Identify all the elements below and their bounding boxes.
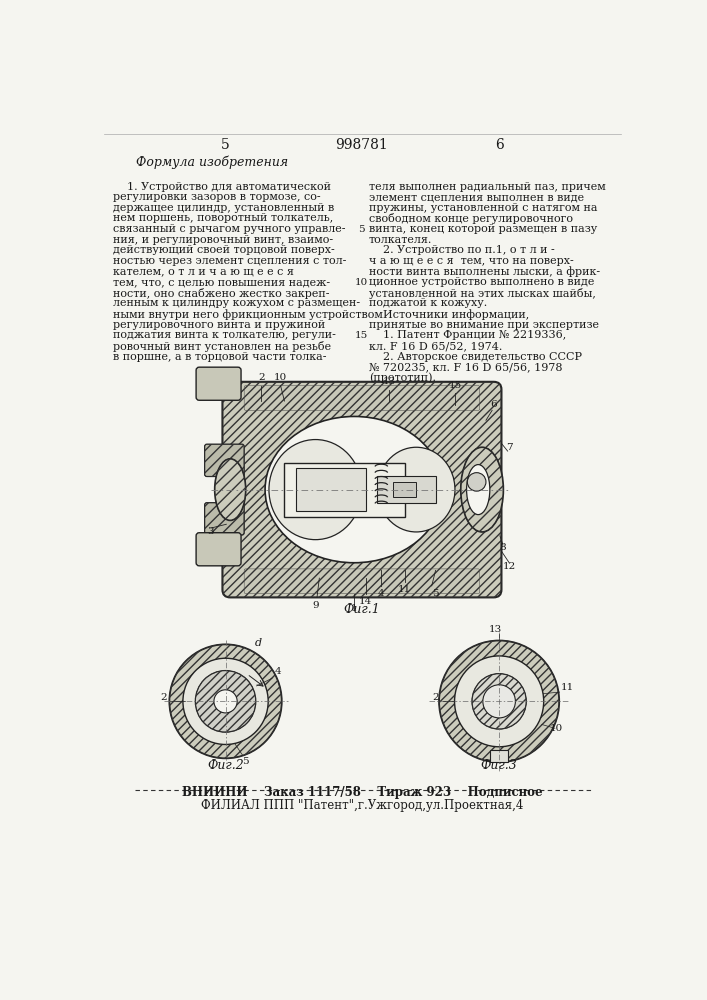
Ellipse shape — [215, 459, 246, 520]
Text: 15: 15 — [448, 381, 462, 390]
Text: 1. Патент Франции № 2219336,: 1. Патент Франции № 2219336, — [369, 330, 566, 340]
Text: Формула изобретения: Формула изобретения — [136, 156, 288, 169]
Text: 10: 10 — [354, 278, 368, 287]
Text: 4: 4 — [378, 589, 385, 598]
Text: пружины, установленной с натягом на: пружины, установленной с натягом на — [369, 203, 597, 213]
Text: ровочный винт установлен на резьбе: ровочный винт установлен на резьбе — [113, 341, 332, 352]
Text: ленным к цилиндру кожухом с размещен-: ленным к цилиндру кожухом с размещен- — [113, 298, 361, 308]
Text: ностью через элемент сцепления с тол-: ностью через элемент сцепления с тол- — [113, 256, 346, 266]
Text: 5: 5 — [221, 138, 230, 152]
Text: кл. F 16 D 65/52, 1974.: кл. F 16 D 65/52, 1974. — [369, 341, 502, 351]
Text: ч а ю щ е е с я  тем, что на поверх-: ч а ю щ е е с я тем, что на поверх- — [369, 256, 573, 266]
Text: ВНИИПИ    Заказ 1117/58    Тираж 923    Подписное: ВНИИПИ Заказ 1117/58 Тираж 923 Подписное — [182, 786, 542, 799]
Text: 6: 6 — [495, 138, 503, 152]
Text: 12: 12 — [503, 562, 516, 571]
Text: поджатия винта к толкателю, регули-: поджатия винта к толкателю, регули- — [113, 330, 336, 340]
Text: теля выполнен радиальный паз, причем: теля выполнен радиальный паз, причем — [369, 182, 606, 192]
Text: элемент сцепления выполнен в виде: элемент сцепления выполнен в виде — [369, 192, 584, 202]
Text: 2. Авторское свидетельство СССР: 2. Авторское свидетельство СССР — [369, 352, 582, 362]
Text: 14: 14 — [359, 597, 373, 606]
Ellipse shape — [472, 674, 526, 729]
Text: 13: 13 — [489, 625, 502, 634]
Text: ности винта выполнены лыски, а фрик-: ности винта выполнены лыски, а фрик- — [369, 267, 600, 277]
Text: держащее цилиндр, установленный в: держащее цилиндр, установленный в — [113, 203, 334, 213]
Text: 2: 2 — [160, 693, 167, 702]
Text: кателем, о т л и ч а ю щ е е с я: кателем, о т л и ч а ю щ е е с я — [113, 267, 294, 277]
Text: ными внутри него фрикционным устройством: ными внутри него фрикционным устройством — [113, 309, 383, 320]
Text: 10: 10 — [549, 724, 563, 733]
Text: 13: 13 — [382, 377, 396, 386]
FancyBboxPatch shape — [204, 444, 244, 477]
Text: 4: 4 — [275, 667, 281, 676]
Text: действующий своей торцовой поверх-: действующий своей торцовой поверх- — [113, 245, 335, 255]
Text: регулировочного винта и пружиной: регулировочного винта и пружиной — [113, 320, 325, 330]
Ellipse shape — [269, 440, 362, 540]
Text: 8: 8 — [500, 543, 506, 552]
Text: ности, оно снабжено жестко закреп-: ности, оно снабжено жестко закреп- — [113, 288, 329, 299]
Ellipse shape — [195, 671, 256, 732]
Text: нем поршень, поворотный толкатель,: нем поршень, поворотный толкатель, — [113, 213, 334, 223]
Text: 1: 1 — [351, 604, 358, 613]
FancyBboxPatch shape — [223, 382, 501, 597]
Bar — [490, 750, 508, 762]
Text: 7: 7 — [506, 443, 513, 452]
Ellipse shape — [170, 644, 281, 758]
Text: 3: 3 — [208, 527, 214, 536]
Text: 9: 9 — [312, 601, 319, 610]
Text: в поршне, а в торцовой части толка-: в поршне, а в торцовой части толка- — [113, 352, 327, 362]
FancyBboxPatch shape — [204, 503, 244, 535]
Text: d: d — [255, 638, 262, 648]
Ellipse shape — [483, 685, 515, 718]
Ellipse shape — [214, 690, 237, 713]
FancyBboxPatch shape — [196, 367, 241, 400]
Text: 10: 10 — [274, 373, 287, 382]
Text: связанный с рычагом ручного управле-: связанный с рычагом ручного управле- — [113, 224, 346, 234]
Text: Источники информации,: Источники информации, — [369, 309, 529, 320]
Text: ния, и регулировочный винт, взаимо-: ния, и регулировочный винт, взаимо- — [113, 235, 333, 245]
Ellipse shape — [183, 658, 268, 744]
Text: 2. Устройство по п.1, о т л и -: 2. Устройство по п.1, о т л и - — [369, 245, 555, 255]
Text: 15: 15 — [354, 331, 368, 340]
Text: свободном конце регулировочного: свободном конце регулировочного — [369, 213, 573, 224]
Text: 11: 11 — [561, 683, 574, 692]
Text: 5: 5 — [432, 589, 439, 598]
Text: Фиг.2: Фиг.2 — [207, 759, 244, 772]
Ellipse shape — [455, 656, 544, 747]
Text: поджатой к кожуху.: поджатой к кожуху. — [369, 298, 487, 308]
Ellipse shape — [467, 465, 490, 515]
FancyBboxPatch shape — [196, 533, 241, 566]
Bar — [284, 463, 404, 517]
Text: принятые во внимание при экспертизе: принятые во внимание при экспертизе — [369, 320, 599, 330]
FancyBboxPatch shape — [244, 386, 480, 410]
Text: 5: 5 — [358, 225, 365, 234]
Text: 1. Устройство для автоматической: 1. Устройство для автоматической — [113, 182, 331, 192]
Ellipse shape — [378, 447, 455, 532]
Bar — [393, 482, 416, 497]
Text: ционное устройство выполнено в виде: ционное устройство выполнено в виде — [369, 277, 595, 287]
Ellipse shape — [467, 473, 486, 491]
Text: Фиг.3: Фиг.3 — [481, 759, 518, 772]
Text: установленной на этих лысках шайбы,: установленной на этих лысках шайбы, — [369, 288, 596, 299]
Text: 11: 11 — [398, 585, 411, 594]
Text: Фиг.1: Фиг.1 — [344, 603, 380, 616]
Text: 2: 2 — [258, 373, 264, 382]
Text: № 720235, кл. F 16 D 65/56, 1978: № 720235, кл. F 16 D 65/56, 1978 — [369, 362, 563, 372]
Text: ФИЛИАЛ ППП "Патент",г.Ужгород,ул.Проектная,4: ФИЛИАЛ ППП "Патент",г.Ужгород,ул.Проектн… — [201, 799, 523, 812]
Bar — [296, 468, 366, 511]
Bar — [378, 476, 436, 503]
Ellipse shape — [461, 447, 503, 532]
Text: 5: 5 — [242, 757, 248, 766]
Text: винта, конец которой размещен в пазу: винта, конец которой размещен в пазу — [369, 224, 597, 234]
Text: регулировки зазоров в тормозе, со-: регулировки зазоров в тормозе, со- — [113, 192, 321, 202]
FancyBboxPatch shape — [244, 569, 480, 594]
Text: 6: 6 — [491, 400, 497, 409]
Text: (прототип).: (прототип). — [369, 373, 436, 383]
Text: толкателя.: толкателя. — [369, 235, 432, 245]
Ellipse shape — [439, 641, 559, 762]
Text: 2: 2 — [432, 693, 439, 702]
Ellipse shape — [265, 416, 443, 563]
Text: 998781: 998781 — [336, 138, 388, 152]
Text: тем, что, с целью повышения надеж-: тем, что, с целью повышения надеж- — [113, 277, 330, 287]
